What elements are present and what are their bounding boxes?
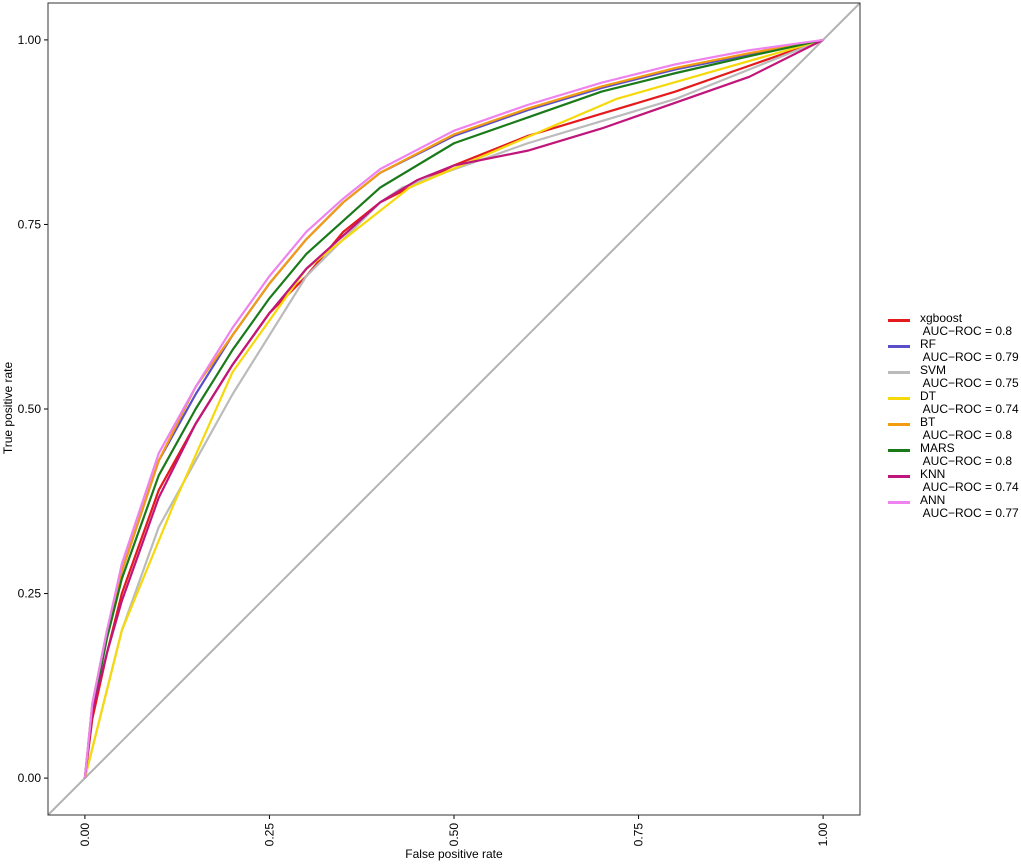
x-tick-label: 0.00 <box>78 823 92 847</box>
y-tick-label: 0.50 <box>18 402 42 416</box>
legend-key <box>888 423 910 426</box>
legend-entry: KNN AUC−ROC = 0.74 <box>886 468 1019 494</box>
legend-label: BT AUC−ROC = 0.8 <box>920 415 1013 442</box>
legend-label: MARS AUC−ROC = 0.8 <box>920 441 1013 468</box>
legend-entry: BT AUC−ROC = 0.8 <box>886 416 1019 442</box>
legend-key <box>888 345 910 348</box>
legend-entry: DT AUC−ROC = 0.74 <box>886 390 1019 416</box>
roc-curve <box>83 38 824 779</box>
roc-curve <box>83 38 824 779</box>
legend-label: RF AUC−ROC = 0.79 <box>920 337 1019 364</box>
y-tick-label: 0.75 <box>18 217 42 231</box>
x-tick-label: 1.00 <box>816 823 830 847</box>
legend-key <box>888 371 910 374</box>
legend-entry: ANN AUC−ROC = 0.77 <box>886 494 1019 520</box>
legend-key <box>888 501 910 504</box>
legend-entry: MARS AUC−ROC = 0.8 <box>886 442 1019 468</box>
legend-label: KNN AUC−ROC = 0.74 <box>920 467 1019 494</box>
roc-curve <box>83 38 824 779</box>
legend-key <box>888 449 910 452</box>
legend-entry: xgboost AUC−ROC = 0.8 <box>886 312 1019 338</box>
legend-key <box>888 319 910 322</box>
legend-key <box>888 475 910 478</box>
legend-label: ANN AUC−ROC = 0.77 <box>920 493 1019 520</box>
legend-entry: SVM AUC−ROC = 0.75 <box>886 364 1019 390</box>
y-tick-label: 1.00 <box>18 33 42 47</box>
legend-label: SVM AUC−ROC = 0.75 <box>920 363 1019 390</box>
x-tick-label: 0.50 <box>447 823 461 847</box>
legend-label: xgboost AUC−ROC = 0.8 <box>920 311 1013 338</box>
roc-curve <box>83 38 824 779</box>
y-tick-label: 0.00 <box>18 771 42 785</box>
legend-key <box>888 397 910 400</box>
diagonal <box>47 2 861 816</box>
legend-entry: RF AUC−ROC = 0.79 <box>886 338 1019 364</box>
x-tick-label: 0.25 <box>262 823 276 847</box>
legend-label: DT AUC−ROC = 0.74 <box>920 389 1019 416</box>
roc-curve <box>83 38 824 779</box>
y-tick-label: 0.25 <box>18 587 42 601</box>
plot-border <box>47 2 861 816</box>
y-axis-title: True positive rate <box>1 362 15 455</box>
legend: xgboost AUC−ROC = 0.8 RF AUC−ROC = 0.79 SV… <box>886 312 1019 520</box>
x-axis-title: False positive rate <box>405 847 503 861</box>
x-tick-label: 0.75 <box>632 823 646 847</box>
